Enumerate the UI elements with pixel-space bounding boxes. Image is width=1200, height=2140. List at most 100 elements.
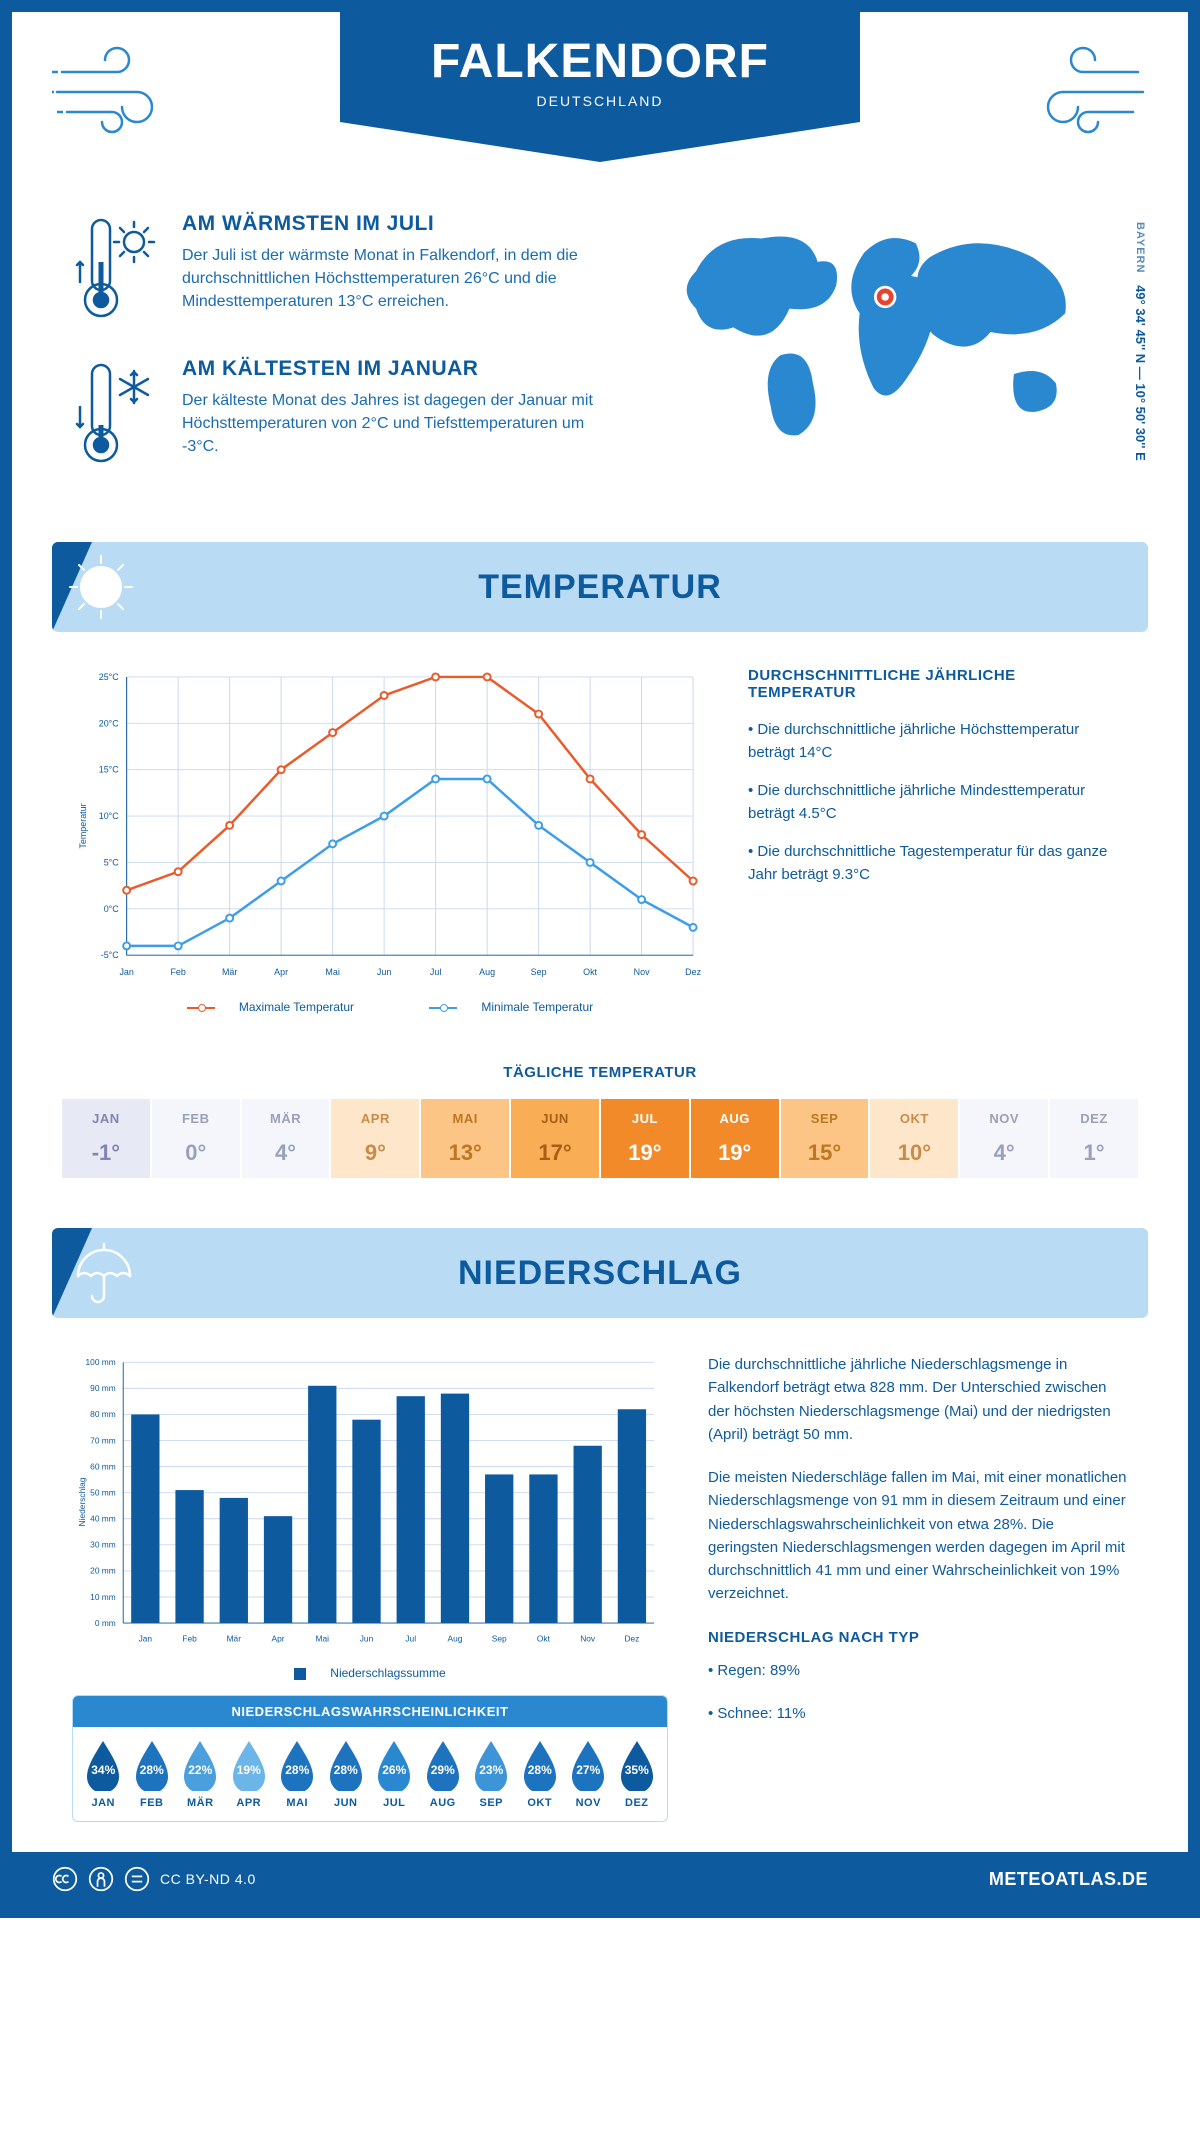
- daily-temp-cell: OKT10°: [870, 1099, 960, 1178]
- license-text: CC BY-ND 4.0: [160, 1871, 256, 1887]
- raindrop-icon: 29%: [423, 1739, 463, 1791]
- nd-icon: [124, 1866, 150, 1892]
- world-map: BAYERN 49° 34' 45'' N — 10° 50' 30'' E: [668, 212, 1128, 502]
- svg-text:70 mm: 70 mm: [90, 1435, 116, 1445]
- svg-text:Sep: Sep: [492, 1634, 507, 1644]
- site-name: METEOATLAS.DE: [989, 1869, 1148, 1890]
- chart-legend: Maximale Temperatur Minimale Temperatur: [72, 1000, 708, 1014]
- precip-prob-cell: 19%APR: [225, 1739, 274, 1809]
- svg-text:50 mm: 50 mm: [90, 1487, 116, 1497]
- fact-title: AM WÄRMSTEN IM JULI: [182, 212, 602, 236]
- svg-text:40 mm: 40 mm: [90, 1514, 116, 1524]
- daily-temp-cell: JUN17°: [511, 1099, 601, 1178]
- fact-title: AM KÄLTESTEN IM JANUAR: [182, 357, 602, 381]
- svg-text:Aug: Aug: [479, 967, 495, 977]
- svg-text:60 mm: 60 mm: [90, 1461, 116, 1471]
- svg-text:Mär: Mär: [227, 1634, 242, 1644]
- svg-text:10°C: 10°C: [99, 811, 120, 821]
- precip-bar-chart: 0 mm10 mm20 mm30 mm40 mm50 mm60 mm70 mm8…: [72, 1353, 668, 1651]
- daily-temp-title: TÄGLICHE TEMPERATUR: [12, 1064, 1188, 1081]
- svg-text:90 mm: 90 mm: [90, 1383, 116, 1393]
- svg-text:Sep: Sep: [531, 967, 547, 977]
- precip-prob-cell: 22%MÄR: [176, 1739, 225, 1809]
- coordinates: 49° 34' 45'' N — 10° 50' 30'' E: [1133, 285, 1148, 461]
- daily-temp-cell: DEZ1°: [1050, 1099, 1138, 1178]
- svg-text:Feb: Feb: [170, 967, 185, 977]
- svg-text:Okt: Okt: [537, 1634, 551, 1644]
- svg-text:Apr: Apr: [274, 967, 288, 977]
- raindrop-icon: 27%: [568, 1739, 608, 1791]
- svg-text:Jan: Jan: [139, 1634, 153, 1644]
- raindrop-icon: 28%: [520, 1739, 560, 1791]
- cc-icon: [52, 1866, 78, 1892]
- daily-temp-cell: FEB0°: [152, 1099, 242, 1178]
- svg-text:Nov: Nov: [634, 967, 650, 977]
- svg-text:Feb: Feb: [182, 1634, 197, 1644]
- by-icon: [88, 1866, 114, 1892]
- precip-prob-cell: 28%JUN: [322, 1739, 371, 1809]
- raindrop-icon: 28%: [132, 1739, 172, 1791]
- location-marker-icon: [874, 286, 896, 308]
- daily-temp-cell: NOV4°: [960, 1099, 1050, 1178]
- daily-temp-cell: APR9°: [331, 1099, 421, 1178]
- svg-text:0 mm: 0 mm: [95, 1618, 116, 1628]
- svg-text:Apr: Apr: [272, 1634, 285, 1644]
- svg-text:100 mm: 100 mm: [86, 1357, 116, 1367]
- raindrop-icon: 28%: [326, 1739, 366, 1791]
- svg-text:Jan: Jan: [119, 967, 133, 977]
- raindrop-icon: 26%: [374, 1739, 414, 1791]
- raindrop-icon: 19%: [229, 1739, 269, 1791]
- svg-text:Aug: Aug: [448, 1634, 463, 1644]
- fact-warmest: AM WÄRMSTEN IM JULI Der Juli ist der wär…: [72, 212, 638, 327]
- svg-text:20°C: 20°C: [99, 718, 120, 728]
- umbrella-icon: [66, 1238, 136, 1313]
- wind-icon: [1018, 42, 1148, 142]
- section-header-temperature: TEMPERATUR: [52, 542, 1148, 632]
- precip-probability-box: NIEDERSCHLAGSWAHRSCHEINLICHKEIT 34%JAN 2…: [72, 1695, 668, 1822]
- raindrop-icon: 23%: [471, 1739, 511, 1791]
- svg-text:Jun: Jun: [377, 967, 391, 977]
- daily-temp-cell: JUL19°: [601, 1099, 691, 1178]
- svg-text:-5°C: -5°C: [101, 950, 120, 960]
- precip-prob-cell: 28%MAI: [273, 1739, 322, 1809]
- temperature-line-chart: -5°C0°C5°C10°C15°C20°C25°CJanFebMärAprMa…: [72, 667, 708, 1014]
- precip-prob-cell: 26%JUL: [370, 1739, 419, 1809]
- precip-prob-cell: 27%NOV: [564, 1739, 613, 1809]
- page-subtitle: DEUTSCHLAND: [431, 93, 769, 109]
- daily-temp-cell: MAI13°: [421, 1099, 511, 1178]
- svg-text:15°C: 15°C: [99, 765, 120, 775]
- svg-text:5°C: 5°C: [104, 857, 120, 867]
- svg-text:Jul: Jul: [405, 1634, 416, 1644]
- wind-icon: [52, 42, 182, 142]
- svg-text:20 mm: 20 mm: [90, 1566, 116, 1576]
- svg-text:Dez: Dez: [685, 967, 701, 977]
- section-title: NIEDERSCHLAG: [52, 1254, 1148, 1293]
- svg-text:Jun: Jun: [360, 1634, 374, 1644]
- raindrop-icon: 35%: [617, 1739, 657, 1791]
- precip-prob-cell: 28%FEB: [128, 1739, 177, 1809]
- svg-text:0°C: 0°C: [104, 904, 120, 914]
- section-header-precip: NIEDERSCHLAG: [52, 1228, 1148, 1318]
- precip-prob-cell: 28%OKT: [516, 1739, 565, 1809]
- raindrop-icon: 22%: [180, 1739, 220, 1791]
- raindrop-icon: 28%: [277, 1739, 317, 1791]
- svg-text:Niederschlag: Niederschlag: [77, 1477, 87, 1526]
- svg-text:10 mm: 10 mm: [90, 1592, 116, 1602]
- thermometer-hot-icon: [72, 212, 162, 327]
- daily-temp-grid: JAN-1°FEB0°MÄR4°APR9°MAI13°JUN17°JUL19°A…: [62, 1099, 1138, 1178]
- daily-temp-cell: AUG19°: [691, 1099, 781, 1178]
- precip-prob-cell: 35%DEZ: [613, 1739, 662, 1809]
- svg-text:Mai: Mai: [316, 1634, 330, 1644]
- footer: CC BY-ND 4.0 METEOATLAS.DE: [12, 1852, 1188, 1906]
- section-title: TEMPERATUR: [52, 568, 1148, 607]
- fact-text: Der kälteste Monat des Jahres ist dagege…: [182, 389, 602, 459]
- precip-notes: Die durchschnittliche jährliche Niedersc…: [708, 1353, 1128, 1822]
- svg-text:Temperatur: Temperatur: [78, 803, 88, 848]
- svg-text:25°C: 25°C: [99, 672, 120, 682]
- precip-prob-cell: 23%SEP: [467, 1739, 516, 1809]
- svg-text:Okt: Okt: [583, 967, 597, 977]
- region-label: BAYERN: [1134, 222, 1146, 273]
- svg-text:80 mm: 80 mm: [90, 1409, 116, 1419]
- temperature-notes: DURCHSCHNITTLICHE JÄHRLICHE TEMPERATUR •…: [748, 667, 1128, 1014]
- chart-legend: Niederschlagssumme: [72, 1666, 668, 1680]
